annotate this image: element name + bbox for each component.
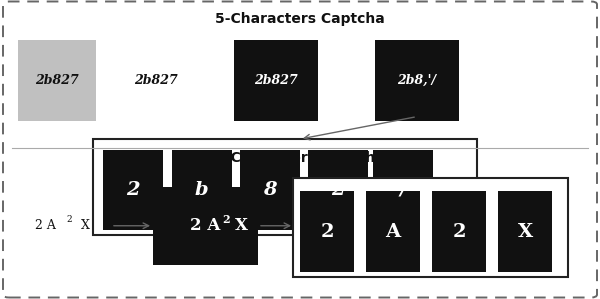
Text: 2b827: 2b827 bbox=[35, 74, 79, 87]
Text: 2: 2 bbox=[452, 223, 466, 241]
Text: 8: 8 bbox=[263, 181, 277, 199]
Bar bbox=[93, 139, 477, 235]
Bar bbox=[172, 150, 232, 230]
Text: 2: 2 bbox=[331, 181, 344, 199]
Text: 4-Characters Captcha: 4-Characters Captcha bbox=[215, 152, 385, 165]
Bar bbox=[240, 150, 300, 230]
Text: 2: 2 bbox=[320, 223, 334, 241]
Bar bbox=[498, 191, 552, 272]
Bar bbox=[103, 150, 163, 230]
Text: 2 A: 2 A bbox=[190, 217, 221, 234]
Bar bbox=[373, 150, 433, 230]
Text: X: X bbox=[235, 217, 248, 234]
Bar bbox=[432, 191, 486, 272]
Bar bbox=[153, 187, 258, 265]
Text: 2b827: 2b827 bbox=[134, 74, 178, 87]
Bar bbox=[366, 191, 420, 272]
Text: 2: 2 bbox=[127, 181, 140, 199]
Bar bbox=[300, 191, 354, 272]
Text: 2: 2 bbox=[66, 215, 72, 224]
Text: A: A bbox=[385, 223, 401, 241]
Text: 2b827: 2b827 bbox=[254, 74, 298, 87]
Text: X: X bbox=[82, 219, 90, 232]
Text: 2 A: 2 A bbox=[35, 219, 55, 232]
Text: X: X bbox=[517, 223, 533, 241]
Bar bbox=[18, 40, 96, 121]
Text: 5-Characters Captcha: 5-Characters Captcha bbox=[215, 13, 385, 26]
Bar bbox=[293, 178, 568, 277]
Bar bbox=[234, 40, 318, 121]
Text: b: b bbox=[195, 181, 208, 199]
Text: 2: 2 bbox=[223, 214, 230, 225]
Text: 2b8,'/: 2b8,'/ bbox=[397, 74, 437, 87]
Bar bbox=[308, 150, 368, 230]
Text: /: / bbox=[400, 181, 407, 199]
Bar bbox=[375, 40, 459, 121]
